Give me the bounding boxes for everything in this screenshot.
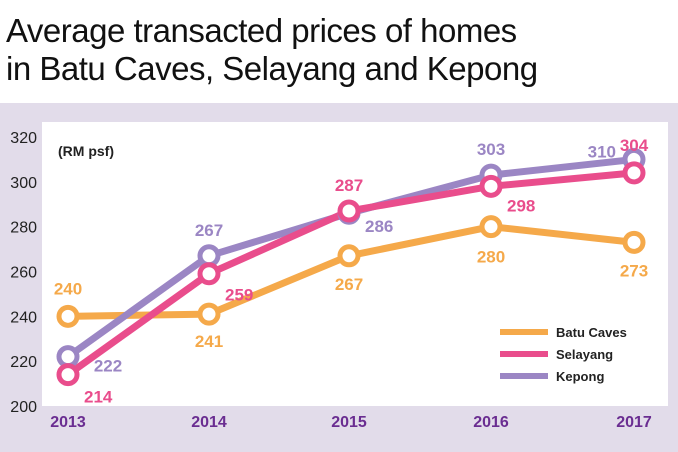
data-label: 240: [54, 279, 82, 298]
data-label: 310: [588, 142, 616, 161]
data-label: 273: [620, 261, 648, 280]
data-label: 303: [477, 140, 505, 159]
data-point: [56, 304, 80, 328]
y-tick-label: 240: [10, 309, 37, 326]
data-point: [197, 244, 221, 268]
x-axis: 2013 2014 2015 2016 2017: [50, 414, 652, 431]
chart-title: Average transacted prices of homes in Ba…: [6, 12, 538, 88]
data-point: [56, 363, 80, 387]
data-label: 280: [477, 248, 505, 267]
legend-label: Batu Caves: [556, 325, 627, 340]
data-point: [56, 345, 80, 369]
y-tick-label: 260: [10, 265, 37, 282]
legend: Batu Caves Selayang Kepong: [500, 325, 627, 384]
y-tick-label: 300: [10, 175, 37, 192]
data-label: 259: [225, 286, 253, 305]
data-labels: 240 241 267 280 273 214 259 287 298 304 222 267 286 3…: [54, 136, 649, 407]
legend-label: Kepong: [556, 369, 604, 384]
chart-title-line-2: in Batu Caves, Selayang and Kepong: [6, 50, 538, 87]
x-tick-label: 2017: [616, 414, 652, 431]
x-tick-label: 2015: [331, 414, 367, 431]
data-label: 298: [507, 196, 535, 215]
data-point: [479, 174, 503, 198]
data-point: [479, 215, 503, 239]
chart-title-line-1: Average transacted prices of homes: [6, 12, 517, 49]
x-tick-label: 2016: [473, 414, 509, 431]
legend-label: Selayang: [556, 347, 613, 362]
data-point: [622, 161, 646, 185]
data-point: [197, 302, 221, 326]
series-markers: [56, 147, 646, 387]
x-tick-label: 2013: [50, 414, 86, 431]
data-label: 267: [195, 221, 223, 240]
data-point: [337, 244, 361, 268]
data-point: [197, 262, 221, 286]
y-tick-label: 200: [10, 399, 37, 416]
y-tick-label: 280: [10, 220, 37, 237]
y-tick-label: 220: [10, 354, 37, 371]
data-label: 241: [195, 332, 223, 351]
data-label: 214: [84, 388, 113, 407]
data-label: 286: [365, 217, 393, 236]
data-label: 222: [94, 357, 122, 376]
data-label: 304: [620, 136, 649, 155]
y-axis: 200 220 240 260 280 300 320: [10, 130, 37, 416]
unit-label: (RM psf): [58, 143, 114, 159]
y-tick-label: 320: [10, 130, 37, 147]
data-label: 267: [335, 275, 363, 294]
data-label: 287: [335, 176, 363, 195]
data-point: [337, 199, 361, 223]
x-tick-label: 2014: [191, 414, 227, 431]
data-point: [622, 230, 646, 254]
